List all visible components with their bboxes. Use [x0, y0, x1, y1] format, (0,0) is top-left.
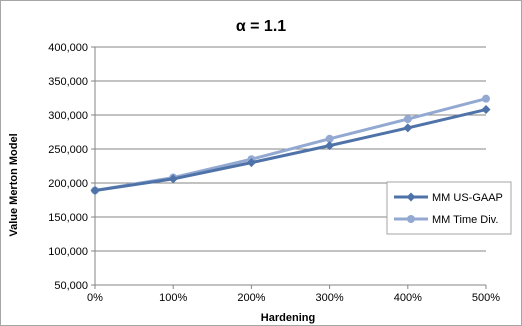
chart-title: α = 1.1 [236, 18, 286, 35]
x-tick-label: 0% [87, 292, 103, 304]
x-tick-label: 200% [237, 292, 265, 304]
data-point [325, 141, 335, 151]
data-point [481, 105, 491, 115]
axes [91, 46, 487, 289]
x-tick-label: 500% [472, 292, 500, 304]
data-point [246, 158, 256, 168]
data-point [403, 123, 413, 133]
y-tick-label: 200,000 [48, 178, 88, 190]
y-tick-label: 300,000 [48, 110, 88, 122]
y-axis-label: Value Merton Model [8, 133, 20, 236]
x-tick-label: 100% [159, 292, 187, 304]
legend-label: MM US-GAAP [432, 192, 503, 204]
y-axis-tick-labels: 50,000 100,000 150,000 200,000 250,000 300,00… [48, 42, 88, 292]
y-tick-label: 250,000 [48, 144, 88, 156]
data-point [325, 134, 334, 143]
x-axis-tick-labels: 0% 100% 200% 300% 400% 500% [87, 292, 500, 304]
data-point [403, 115, 412, 124]
legend-label: MM Time Div. [432, 214, 498, 226]
x-tick-label: 400% [394, 292, 422, 304]
legend-marker [407, 215, 415, 223]
x-tick-label: 300% [316, 292, 344, 304]
y-tick-label: 150,000 [48, 212, 88, 224]
data-point [482, 94, 490, 103]
legend: MM US-GAAP MM Time Div. [386, 181, 512, 235]
series-line [94, 108, 487, 192]
series-lines [90, 94, 491, 195]
data-point [168, 174, 178, 184]
y-tick-label: 400,000 [48, 42, 88, 54]
y-tick-label: 100,000 [48, 246, 88, 258]
x-axis-label: Hardening [261, 312, 315, 324]
y-tick-label: 50,000 [54, 280, 88, 292]
y-tick-label: 350,000 [48, 76, 88, 88]
legend-box [386, 181, 512, 235]
series-line [94, 97, 487, 192]
data-point [90, 185, 100, 195]
legend-marker [406, 192, 416, 202]
